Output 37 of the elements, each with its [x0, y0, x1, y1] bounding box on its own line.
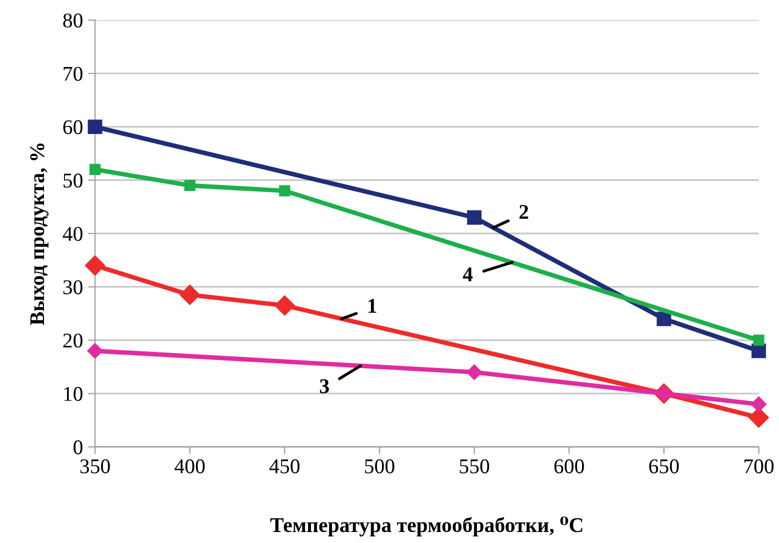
- point: [274, 295, 295, 316]
- y-tick-label: 50: [64, 174, 82, 188]
- x-tick-label: 600: [554, 459, 584, 474]
- x-tick-label: 350: [80, 459, 110, 474]
- annotation: 2: [519, 204, 528, 219]
- x-tick-label: 650: [649, 459, 679, 474]
- point: [184, 180, 196, 192]
- y-tick-label: 70: [64, 66, 82, 81]
- y-tick-label: 40: [62, 226, 82, 241]
- point: [467, 210, 482, 225]
- point: [753, 334, 764, 346]
- y-tick-label: 30: [63, 280, 82, 294]
- x-tick-label: 450: [269, 459, 300, 474]
- y-axis-title: Выход продукта, %: [30, 144, 49, 326]
- point: [84, 255, 106, 276]
- point: [89, 164, 101, 176]
- y-tick-label: 60: [63, 120, 82, 134]
- point: [752, 344, 766, 358]
- y-tick-label: 0: [74, 440, 82, 454]
- point: [656, 312, 672, 326]
- point: [279, 185, 290, 196]
- annotation: 4: [462, 267, 473, 282]
- point: [87, 343, 103, 359]
- y-tick-label: 10: [64, 386, 82, 401]
- x-axis-title: Температура термообработки, ⁰C: [270, 516, 582, 536]
- y-tick-label: 80: [63, 13, 82, 28]
- y-tick-label: 20: [63, 334, 82, 348]
- x-tick-label: 500: [365, 459, 394, 474]
- point: [750, 396, 767, 412]
- x-tick-label: 550: [460, 459, 490, 474]
- annotation: 3: [320, 379, 329, 394]
- annotation: 1: [368, 298, 376, 313]
- point: [88, 120, 102, 134]
- x-tick-label: 400: [174, 459, 205, 474]
- point: [180, 284, 200, 305]
- point: [466, 364, 482, 380]
- x-tick-label: 700: [744, 459, 774, 474]
